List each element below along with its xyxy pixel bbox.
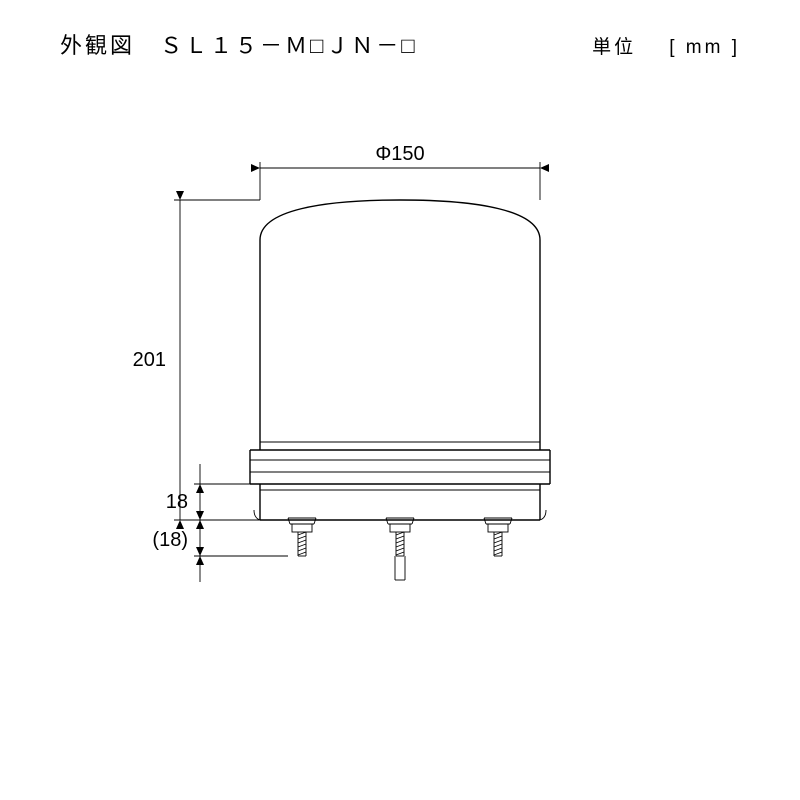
unit-label: 単位 [ mm ]: [592, 32, 740, 59]
dim-height: 201: [133, 349, 166, 371]
unit-prefix: 単位: [592, 37, 636, 58]
header: 外観図 ＳＬ１５－Ｍ□ＪＮ－□ 単位 [ mm ]: [60, 28, 740, 60]
technical-drawing: Φ150 201 18 (18): [0, 120, 800, 800]
drawing-title: 外観図 ＳＬ１５－Ｍ□ＪＮ－□: [60, 28, 418, 60]
dim-base-h: 18: [166, 491, 188, 513]
dim-stud-h: (18): [152, 529, 188, 551]
dim-diameter: Φ150: [375, 143, 424, 165]
drawing-body: Φ150 201 18 (18): [133, 143, 550, 582]
unit-value: [ mm ]: [669, 37, 740, 58]
